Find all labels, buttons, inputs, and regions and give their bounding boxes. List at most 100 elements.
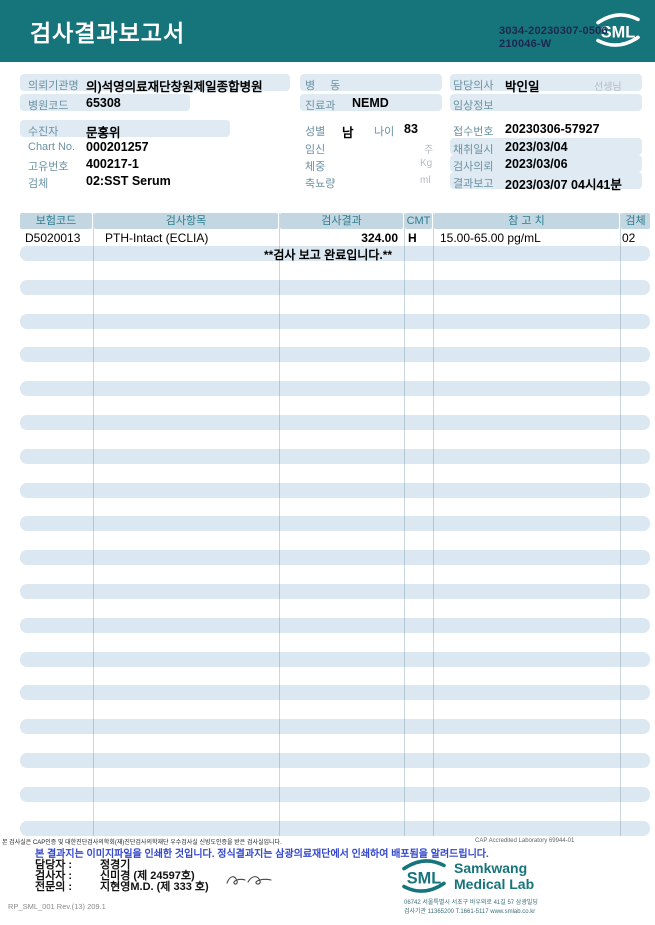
uid-label: 고유번호 — [28, 161, 69, 173]
table-empty-row — [20, 550, 650, 566]
sml-footer-logo-icon: SML — [402, 859, 446, 893]
staff-name-manager: 정경기 — [100, 859, 131, 871]
document-subnumber: 210046-W — [499, 38, 552, 50]
requester-value: 의)석영의료재단창원제일종합병원 — [86, 80, 263, 94]
cap-accreditation-text: CAP Accredited Laboratory 69944-01 — [475, 838, 575, 844]
specialist-signature — [226, 876, 272, 885]
patient-pill — [20, 120, 230, 137]
patient-label: 수진자 — [28, 126, 59, 138]
lab-address-line1: 06742 서울특별시 서초구 바우뫼로 41길 57 삼광빌딩 — [404, 900, 538, 906]
lab-name-line2: Medical Lab — [454, 876, 535, 892]
table-empty-row — [20, 246, 650, 261]
pregnancy-unit: 주 — [424, 145, 434, 156]
table-empty-row — [20, 415, 650, 430]
table-header-cmt: CMT — [405, 213, 432, 229]
document-number: 3034-20230307-0506 — [499, 25, 608, 37]
lab-name-line1: Samkwang — [454, 860, 528, 876]
pregnancy-label: 임신 — [305, 144, 326, 156]
staff-name-examiner: 신미경 (제 24597호) — [100, 870, 195, 882]
print-notice: 본 결과지는 이미지파일을 인쇄한 것입니다. 정식결과지는 삼광의료재단에서 … — [35, 849, 489, 860]
staff-name-specialist: 지현영M.D. (제 333 호) — [100, 881, 209, 893]
table-empty-row — [20, 516, 650, 532]
table-empty-row — [20, 685, 650, 701]
receipt-label: 접수번호 — [453, 126, 494, 138]
staff-role-specialist: 전문의 : — [35, 881, 73, 893]
specimen-value: 02:SST Serum — [86, 174, 171, 188]
sml-logo-text: SML — [601, 23, 635, 41]
table-empty-row — [20, 753, 650, 768]
table-empty-row — [20, 448, 650, 464]
result-row-flag: H — [408, 231, 417, 245]
sex-value: 남 — [342, 126, 354, 140]
hospital-code-value: 65308 — [86, 96, 121, 110]
table-header-result: 검사결과 — [280, 213, 403, 229]
table-empty-row — [20, 719, 650, 735]
form-number: RP_SML_001 Rev.(13) 209.1 — [8, 902, 106, 911]
table-column-divider — [93, 213, 94, 836]
table-header-reference: 참 고 치 — [434, 213, 619, 229]
receipt-value: 20230306-57927 — [505, 122, 600, 136]
collect-label: 채취일시 — [453, 144, 494, 156]
request-label: 검사의뢰 — [453, 161, 494, 173]
report-value: 2023/03/07 04시41분 — [505, 178, 622, 192]
table-column-divider — [433, 213, 434, 836]
collect-value: 2023/03/04 — [505, 140, 568, 154]
chart-no-value: 000201257 — [86, 140, 149, 154]
dept-label: 진료과 — [305, 100, 336, 112]
table-header-specimen: 검체 — [621, 213, 650, 229]
table-empty-row — [20, 651, 650, 667]
table-empty-row — [20, 786, 650, 802]
staff-role-manager: 담당자 : — [35, 859, 73, 871]
result-row-value: 324.00 — [361, 231, 398, 245]
uid-value: 400217-1 — [86, 157, 139, 171]
accreditation-text: 본 검사실은 CAP인증 및 대한진단검사의학회(재)진단검사의학재단 우수검사… — [2, 840, 282, 846]
age-value: 83 — [404, 122, 418, 136]
collect-pill — [450, 138, 642, 155]
request-pill — [450, 155, 642, 172]
request-value: 2023/03/06 — [505, 157, 568, 171]
hospital-code-pill — [20, 94, 190, 111]
doctor-suffix: 선생님 — [594, 82, 622, 93]
table-empty-row — [20, 381, 650, 397]
doctor-value: 박인일 — [505, 80, 540, 94]
result-row-code: D5020013 — [25, 231, 81, 245]
result-row-reference: 15.00-65.00 pg/mL — [440, 231, 541, 245]
requester-pill — [20, 74, 290, 91]
report-pill — [450, 172, 642, 189]
table-empty-row — [20, 584, 650, 599]
result-row-specimen: 02 — [622, 231, 636, 245]
ward-label: 병 동 — [305, 80, 347, 92]
ward-pill — [300, 74, 442, 91]
table-empty-row — [20, 347, 650, 363]
dept-value: NEMD — [352, 96, 389, 110]
sml-footer-logo-text: SML — [407, 869, 441, 887]
lab-address-line2: 검사기관 11365200 T.1661-5117 www.smlab.co.k… — [404, 909, 536, 915]
urine-label: 축뇨량 — [305, 178, 336, 190]
sml-logo-icon: SML — [596, 13, 640, 47]
doctor-label: 담당의사 — [453, 80, 494, 92]
weight-unit: Kg — [420, 158, 433, 169]
table-empty-row — [20, 617, 650, 633]
report-header-band: 검사결과보고서 SML 3034-20230307-0506 210046-W — [0, 0, 655, 62]
hospital-code-label: 병원코드 — [28, 100, 69, 112]
table-empty-row — [20, 313, 650, 329]
urine-unit: ml — [420, 175, 431, 186]
table-empty-row — [20, 482, 650, 498]
table-empty-row — [20, 279, 650, 295]
dept-pill — [300, 94, 442, 111]
specimen-label: 검체 — [28, 178, 49, 190]
sex-label: 성별 — [305, 126, 326, 138]
page-title: 검사결과보고서 — [30, 20, 186, 46]
clinical-label: 임상정보 — [453, 100, 494, 112]
table-header-test-name: 검사항목 — [94, 213, 278, 229]
table-empty-row — [20, 820, 650, 836]
chart-no-label: Chart No. — [28, 141, 76, 153]
age-label: 나이 — [374, 126, 395, 138]
table-column-divider — [620, 213, 621, 836]
result-row-test-name: PTH-Intact (ECLIA) — [105, 231, 209, 245]
weight-label: 체중 — [305, 161, 326, 173]
table-column-divider — [404, 213, 405, 836]
table-column-divider — [279, 213, 280, 836]
patient-value: 문홍위 — [86, 126, 121, 140]
table-header-insurance-code: 보험코드 — [20, 213, 92, 229]
